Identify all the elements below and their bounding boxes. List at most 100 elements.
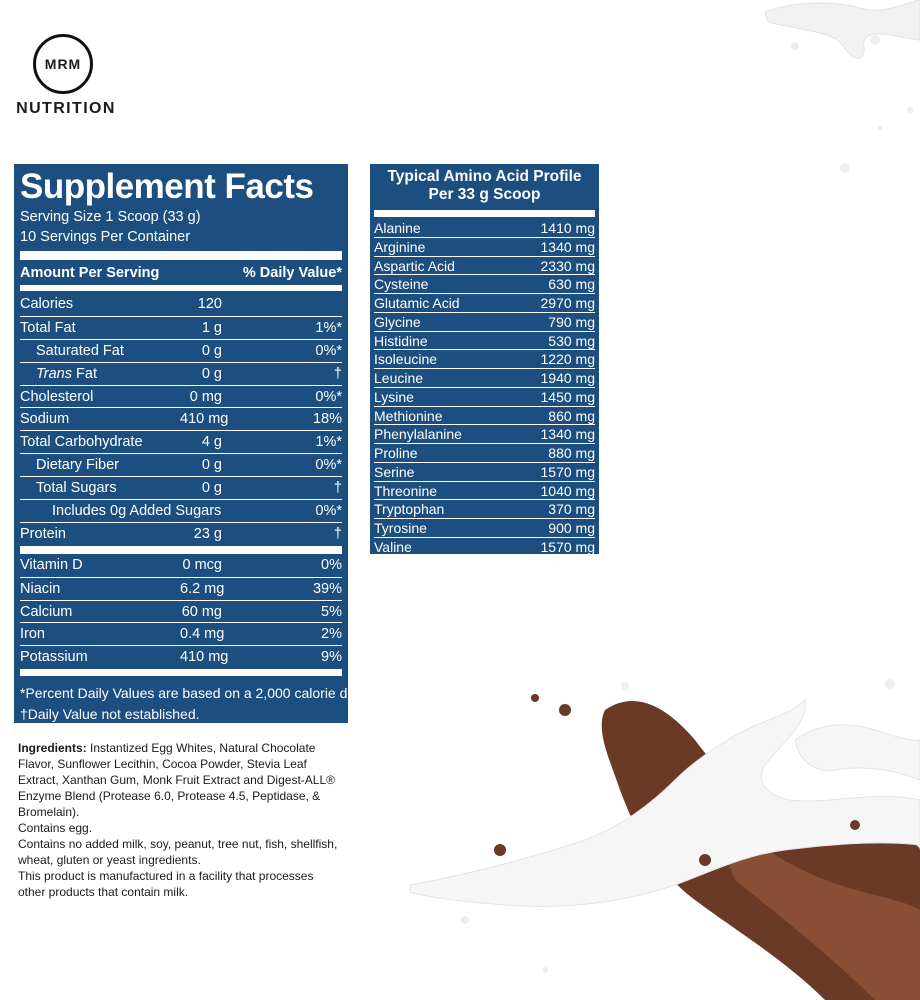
amino-name: Aspartic Acid — [374, 257, 455, 274]
facts-row-total-sugars: Total Sugars 0 g † — [20, 476, 342, 499]
amino-row: Serine 1570 mg — [374, 463, 595, 482]
nutrient-amount: 4 g — [201, 434, 222, 451]
amino-row: Proline 880 mg — [374, 444, 595, 463]
nutrient-amount: 410 mg — [180, 649, 229, 666]
amino-value: 900 mg — [548, 520, 595, 536]
nutrient-amount: 0 mcg — [182, 557, 223, 574]
nutrient-amount: 410 mg — [180, 411, 229, 428]
divider-medium — [20, 285, 342, 291]
nutrient-name: Calories — [20, 296, 74, 313]
nutrient-amount: 60 mg — [181, 603, 222, 620]
amino-name: Leucine — [374, 370, 424, 386]
amino-name: Arginine — [374, 238, 426, 255]
nutrient-name-italic: Trans — [36, 365, 72, 382]
facts-row-calories: Calories 120 — [20, 293, 342, 316]
amino-value: 880 mg — [548, 445, 595, 461]
amino-value: 1040 mg — [540, 482, 595, 499]
amino-row: Leucine 1940 mg — [374, 369, 595, 388]
amino-value: 1570 mg — [540, 463, 595, 480]
nutrient-amount: 0 g — [201, 365, 222, 382]
nutrient-amount: 120 — [197, 296, 222, 313]
logo-circle: MRM — [33, 34, 93, 94]
amino-value: 1340 mg — [540, 238, 595, 255]
amino-name: Tryptophan — [374, 501, 445, 518]
amino-row: Valine 1570 mg — [374, 538, 595, 557]
amino-name: Glycine — [374, 313, 421, 330]
facts-row-added-sugars: Includes 0g Added Sugars 0%* — [20, 499, 342, 522]
amino-name: Lysine — [374, 388, 414, 405]
amino-title-line1: Typical Amino Acid Profile — [387, 168, 582, 185]
amino-row: Cysteine 630 mg — [374, 275, 595, 294]
ingredients-text: Ingredients: Instantized Egg Whites, Nat… — [18, 740, 338, 820]
amino-name: Methionine — [374, 407, 443, 424]
facts-row-sodium: Sodium 410 mg 18% — [20, 407, 342, 430]
amino-acid-panel: Typical Amino Acid Profile Per 33 g Scoo… — [370, 164, 599, 557]
amino-row: Tyrosine 900 mg — [374, 519, 595, 538]
nutrient-dv: 1%* — [315, 434, 342, 451]
facts-row-saturated-fat: Saturated Fat 0 g 0%* — [20, 338, 342, 362]
chocolate-milk-splash-image — [409, 679, 920, 1000]
amino-title-line2: Per 33 g Scoop — [428, 186, 541, 203]
amino-value: 370 mg — [548, 501, 595, 518]
amino-name: Isoleucine — [374, 351, 438, 368]
ingredients-list: Instantized Egg Whites, Natural Chocolat… — [18, 741, 335, 819]
amino-name: Threonine — [374, 482, 438, 499]
amino-row: Aspartic Acid 2330 mg — [374, 257, 595, 276]
nutrient-dv: 5% — [321, 603, 342, 620]
nutrient-amount: 0 g — [201, 342, 222, 359]
footnote-percent-dv: *Percent Daily Values are based on a 2,0… — [20, 685, 367, 702]
amino-value: 860 mg — [548, 407, 595, 424]
nutrient-name: Protein — [20, 525, 66, 542]
nutrient-amount: 23 g — [193, 525, 222, 542]
amino-name: Histidine — [374, 332, 428, 349]
facts-row-protein: Protein 23 g † — [20, 521, 342, 545]
amino-name: Alanine — [374, 220, 421, 236]
facts-row-dietary-fiber: Dietary Fiber 0 g 0%* — [20, 453, 342, 476]
nutrient-dv: 0%* — [315, 342, 342, 359]
nutrient-dv: 0%* — [315, 388, 342, 405]
amino-row: Tryptophan 370 mg — [374, 500, 595, 519]
facts-footnote: *Percent Daily Values are based on a 2,0… — [20, 683, 367, 725]
daily-value-header: % Daily Value* — [242, 265, 342, 281]
nutrient-name: Iron — [20, 626, 45, 643]
nutrient-name: Vitamin D — [20, 557, 83, 574]
serving-size: Serving Size 1 Scoop (33 g) — [20, 209, 201, 225]
amino-value: 2330 mg — [540, 257, 595, 274]
amino-name: Tyrosine — [374, 520, 427, 536]
amino-value: 1410 mg — [540, 220, 595, 236]
nutrient-amount: 6.2 mg — [180, 580, 225, 597]
nutrient-name: Total Sugars — [36, 480, 117, 497]
amino-value: 1570 mg — [540, 538, 595, 555]
logo-text: MRM — [44, 56, 82, 72]
amino-value: 790 mg — [548, 313, 595, 330]
nutrient-dv: 18% — [312, 411, 342, 428]
nutrient-name: Sodium — [20, 411, 70, 428]
facts-row-niacin: Niacin 6.2 mg 39% — [20, 576, 342, 600]
amino-row: Alanine 1410 mg — [374, 219, 595, 238]
nutrient-dv: 0%* — [315, 502, 342, 519]
amino-name: Glutamic Acid — [374, 295, 460, 311]
amino-name: Cysteine — [374, 276, 429, 293]
amino-row: Lysine 1450 mg — [374, 388, 595, 407]
nutrient-name: Dietary Fiber — [36, 457, 119, 474]
nutrient-amount: 0 mg — [189, 388, 222, 405]
facts-row-total-carbohydrate: Total Carbohydrate 4 g 1%* — [20, 430, 342, 453]
nutrient-name-suffix: Fat — [72, 365, 97, 382]
nutrient-dv: 2% — [321, 626, 342, 643]
nutrient-amount: 0 g — [201, 457, 222, 474]
nutrient-name: Includes 0g Added Sugars — [52, 502, 222, 519]
divider-thick — [20, 669, 342, 677]
amino-name: Valine — [374, 538, 412, 555]
amino-title: Typical Amino Acid Profile Per 33 g Scoo… — [374, 168, 595, 204]
amino-row: Methionine 860 mg — [374, 407, 595, 426]
amino-name: Serine — [374, 463, 415, 480]
facts-row-total-fat: Total Fat 1 g 1%* — [20, 315, 342, 339]
facts-row-cholesterol: Cholesterol 0 mg 0%* — [20, 384, 342, 408]
nutrient-name: Total Fat — [20, 319, 76, 336]
nutrient-dv: 0%* — [315, 457, 342, 474]
amino-row: Isoleucine 1220 mg — [374, 350, 595, 369]
nutrient-dv: 39% — [312, 580, 342, 597]
facts-row-iron: Iron 0.4 mg 2% — [20, 622, 342, 645]
amino-row: Threonine 1040 mg — [374, 482, 595, 501]
ingredients-label: Ingredients: — [18, 741, 87, 755]
